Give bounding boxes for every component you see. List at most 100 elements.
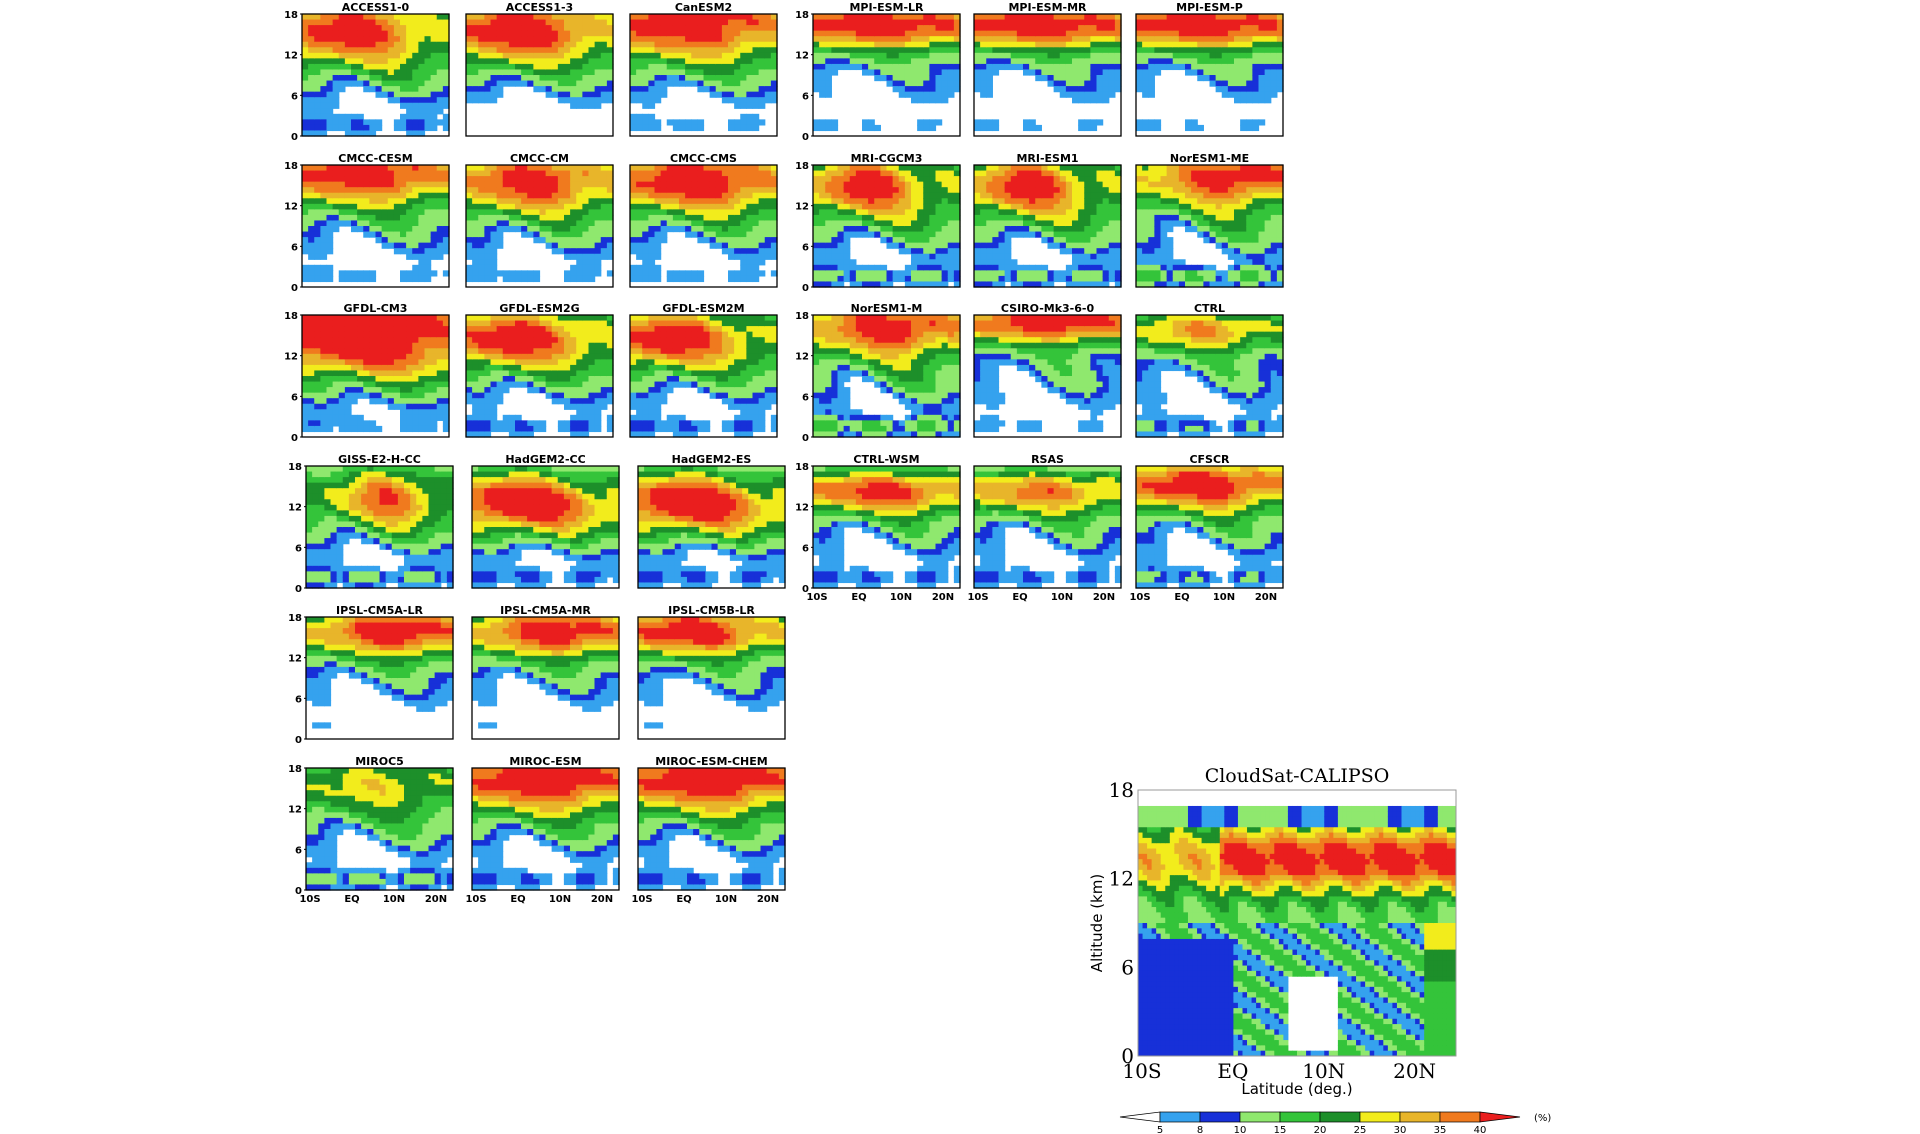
contour-cell xyxy=(327,176,334,182)
contour-cell xyxy=(728,237,735,243)
contour-cell xyxy=(1167,20,1174,26)
contour-cell xyxy=(838,42,845,48)
contour-cell xyxy=(642,237,649,243)
contour-cell xyxy=(655,237,662,243)
contour-cell xyxy=(704,75,711,81)
contour-cell xyxy=(679,47,686,53)
contour-cell xyxy=(648,103,655,109)
contour-cell xyxy=(936,215,943,221)
contour-cell xyxy=(412,243,419,249)
contour-cell xyxy=(1203,226,1210,232)
contour-cell xyxy=(974,58,981,64)
contour-cell xyxy=(357,81,364,87)
contour-cell xyxy=(673,58,680,64)
contour-cell xyxy=(1136,86,1143,92)
contour-cell xyxy=(813,165,820,171)
contour-cell xyxy=(905,31,912,37)
contour-cell xyxy=(759,20,766,26)
contour-cell xyxy=(1072,92,1079,98)
contour-cell xyxy=(1072,232,1079,238)
contour-cell xyxy=(1234,248,1241,254)
contour-cell xyxy=(1023,187,1030,193)
contour-cell xyxy=(1078,31,1085,37)
panel-title: MPI-ESM-LR xyxy=(849,1,924,14)
contour-cell xyxy=(1029,125,1036,131)
contour-cell xyxy=(1136,265,1143,271)
contour-cell xyxy=(400,270,407,276)
contour-cell xyxy=(376,31,383,37)
contour-cell xyxy=(466,165,473,171)
contour-cell xyxy=(1084,75,1091,81)
contour-cell xyxy=(546,215,553,221)
contour-cell xyxy=(1109,86,1116,92)
contour-cell xyxy=(576,97,583,103)
contour-cell xyxy=(314,75,321,81)
contour-cell xyxy=(1060,25,1067,31)
contour-cell xyxy=(1090,36,1097,42)
contour-cell xyxy=(999,47,1006,53)
contour-cell xyxy=(431,193,438,199)
contour-cell xyxy=(642,64,649,70)
contour-cell xyxy=(327,276,334,282)
contour-cell xyxy=(740,119,747,125)
contour-cell xyxy=(1109,20,1116,26)
contour-cell xyxy=(1066,276,1073,282)
contour-cell xyxy=(509,42,516,48)
contour-cell xyxy=(710,20,717,26)
contour-cell xyxy=(1246,14,1253,20)
contour-cell xyxy=(630,42,637,48)
contour-cell xyxy=(753,259,760,265)
contour-cell xyxy=(345,20,352,26)
contour-cell xyxy=(466,226,473,232)
contour-cell xyxy=(636,69,643,75)
contour-cell xyxy=(595,243,602,249)
contour-cell xyxy=(992,254,999,260)
contour-cell xyxy=(1167,58,1174,64)
contour-cell xyxy=(472,97,479,103)
contour-cell xyxy=(1066,92,1073,98)
contour-cell xyxy=(986,270,993,276)
contour-cell xyxy=(1210,20,1217,26)
contour-cell xyxy=(917,42,924,48)
contour-cell xyxy=(327,182,334,188)
contour-cell xyxy=(1103,182,1110,188)
contour-cell xyxy=(382,64,389,70)
contour-cell xyxy=(1084,248,1091,254)
contour-cell xyxy=(1222,69,1229,75)
contour-cell xyxy=(868,215,875,221)
contour-cell xyxy=(601,14,608,20)
contour-cell xyxy=(630,243,637,249)
contour-cell xyxy=(1072,248,1079,254)
contour-cell xyxy=(1017,220,1024,226)
contour-cell xyxy=(728,31,735,37)
contour-cell xyxy=(765,86,772,92)
contour-cell xyxy=(515,165,522,171)
contour-cell xyxy=(1136,220,1143,226)
contour-cell xyxy=(1185,171,1192,177)
contour-cell xyxy=(1271,14,1278,20)
contour-cell xyxy=(503,75,510,81)
contour-cell xyxy=(655,226,662,232)
contour-cell xyxy=(655,125,662,131)
contour-cell xyxy=(1066,220,1073,226)
contour-cell xyxy=(899,226,906,232)
contour-cell xyxy=(1271,69,1278,75)
contour-cell xyxy=(345,204,352,210)
contour-cell xyxy=(1154,165,1161,171)
contour-cell xyxy=(1185,25,1192,31)
contour-cell xyxy=(1167,270,1174,276)
contour-cell xyxy=(673,125,680,131)
contour-cell xyxy=(1210,265,1217,271)
contour-cell xyxy=(376,209,383,215)
contour-cell xyxy=(400,81,407,87)
contour-cell xyxy=(636,270,643,276)
contour-cell xyxy=(850,176,857,182)
contour-cell xyxy=(1054,209,1061,215)
contour-cell xyxy=(1136,254,1143,260)
contour-cell xyxy=(327,36,334,42)
contour-cell xyxy=(630,36,637,42)
contour-cell xyxy=(533,20,540,26)
contour-cell xyxy=(314,204,321,210)
contour-cell xyxy=(838,248,845,254)
contour-cell xyxy=(327,20,334,26)
